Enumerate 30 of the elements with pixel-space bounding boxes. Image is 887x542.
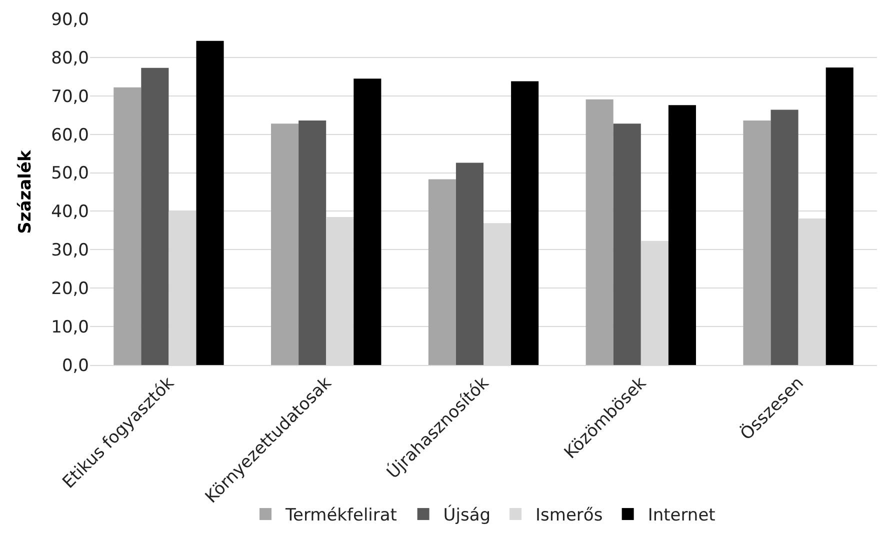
y-tick-label: 30,0 <box>51 240 89 261</box>
y-tick-label: 50,0 <box>51 164 89 184</box>
legend-label: Termékfelirat <box>284 506 398 526</box>
legend-label: Ismerős <box>536 506 603 526</box>
y-axis-title: Százalék <box>16 149 36 234</box>
bar <box>456 162 484 365</box>
bar <box>511 81 539 365</box>
bar <box>668 105 696 365</box>
y-tick-label: 70,0 <box>51 86 89 107</box>
y-tick-label: 80,0 <box>51 48 89 68</box>
bar <box>586 99 614 365</box>
bar <box>271 124 299 365</box>
bar <box>298 120 326 365</box>
bar <box>114 87 142 365</box>
y-tick-label: 0,0 <box>62 356 89 376</box>
legend-label: Újság <box>443 504 491 526</box>
y-tick-label: 10,0 <box>51 318 89 338</box>
bar <box>743 120 771 365</box>
bar <box>141 68 169 365</box>
legend-label: Internet <box>648 506 716 526</box>
bar <box>354 78 382 365</box>
bar <box>826 67 854 365</box>
y-tick-label: 40,0 <box>51 202 89 222</box>
bar <box>428 179 456 365</box>
y-tick-label: 90,0 <box>51 10 89 30</box>
bar <box>196 40 224 365</box>
y-tick-label: 60,0 <box>51 125 89 146</box>
y-tick-label: 20,0 <box>51 279 89 300</box>
bar <box>613 124 641 365</box>
bar <box>770 110 798 365</box>
